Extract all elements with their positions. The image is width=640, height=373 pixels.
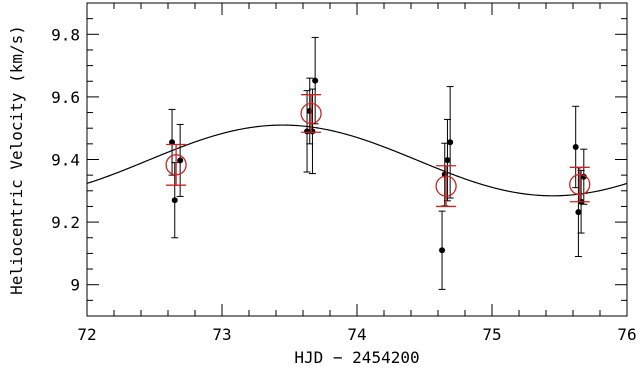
- data-point: [443, 118, 451, 202]
- data-point: [176, 123, 184, 197]
- point-marker: [169, 139, 176, 146]
- y-tick-label: 9.2: [51, 213, 80, 232]
- x-tick-label: 76: [617, 325, 636, 344]
- binned-marker: [300, 102, 322, 125]
- point-marker: [444, 157, 451, 164]
- point-marker: [304, 128, 311, 135]
- x-tick-label: 74: [347, 325, 366, 344]
- point-marker: [171, 197, 178, 204]
- binned-marker: [435, 175, 457, 197]
- binned-point: [165, 143, 187, 186]
- y-tick-label: 9.4: [51, 151, 80, 170]
- y-axis-label: Heliocentric Velocity (km/s): [7, 25, 26, 295]
- y-tick-label: 9: [70, 276, 80, 295]
- data-point: [311, 36, 319, 125]
- binned-point: [300, 94, 322, 133]
- point-marker: [177, 157, 184, 164]
- x-tick-label: 72: [77, 325, 96, 344]
- x-tick-label: 75: [482, 325, 501, 344]
- binned-marker: [569, 173, 591, 196]
- data-points: [168, 36, 588, 290]
- data-point: [580, 148, 588, 205]
- point-marker: [447, 139, 454, 146]
- point-marker: [439, 247, 446, 254]
- binned-marker: [165, 154, 187, 176]
- data-point: [438, 210, 446, 290]
- binned-point: [569, 166, 591, 203]
- x-tick-label: 73: [212, 325, 231, 344]
- binned-point: [435, 165, 457, 208]
- binned-averages: [165, 94, 591, 208]
- point-marker: [572, 143, 579, 150]
- data-point: [446, 86, 454, 199]
- point-marker: [312, 77, 319, 84]
- point-marker: [575, 209, 582, 216]
- tick-labels: 72 73 74 75 76 9 9.2 9.4 9.6 9.8: [51, 25, 637, 344]
- y-tick-label: 9.8: [51, 25, 80, 44]
- point-marker: [309, 128, 316, 135]
- data-point: [572, 105, 580, 189]
- x-axis-label: HJD − 2454200: [294, 348, 419, 367]
- point-marker: [306, 107, 313, 114]
- y-tick-label: 9.6: [51, 88, 80, 107]
- data-point: [168, 108, 176, 176]
- axis-ticks: [86, 2, 628, 317]
- model-curve: [86, 124, 628, 197]
